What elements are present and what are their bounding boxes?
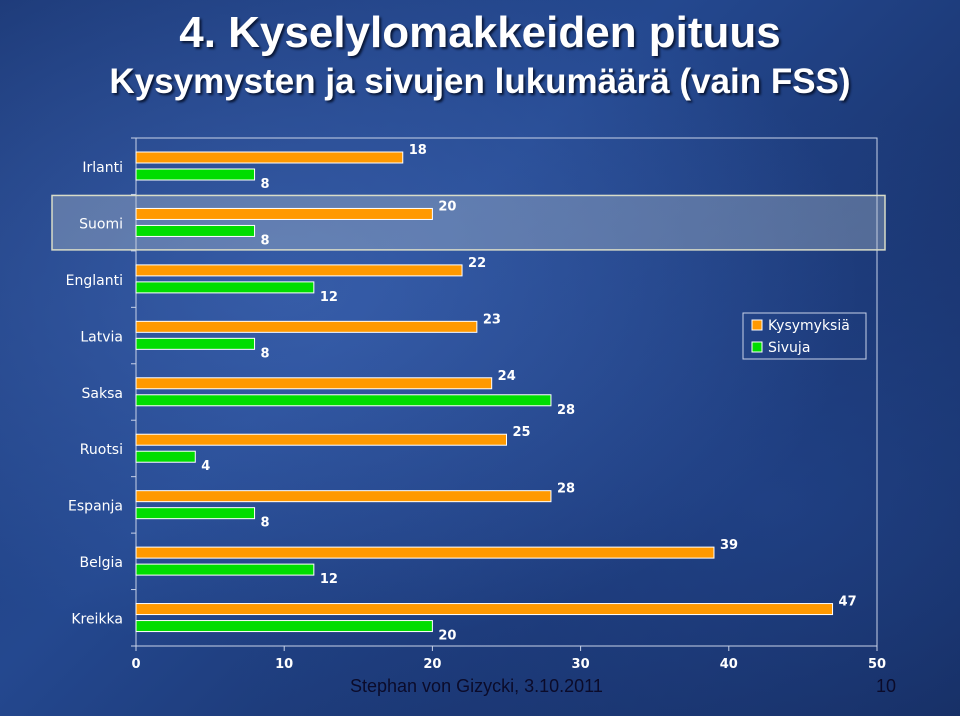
x-tick-label: 30 — [572, 657, 590, 672]
data-label-kysymyksia: 23 — [483, 312, 501, 327]
bar-kysymyksia — [135, 264, 463, 277]
x-tick-label: 20 — [423, 657, 441, 672]
category-label: Irlanti — [82, 160, 123, 176]
data-label-sivuja: 12 — [320, 290, 338, 305]
category-label: Latvia — [80, 329, 123, 345]
data-label-sivuja: 8 — [261, 516, 270, 531]
data-label-sivuja: 8 — [261, 177, 270, 192]
bar-kysymyksia — [135, 377, 493, 390]
x-tick-label: 40 — [720, 657, 738, 672]
bar-kysymyksia — [135, 151, 404, 164]
bar-sivuja — [135, 620, 433, 633]
bar-kysymyksia — [135, 433, 507, 446]
data-label-sivuja: 20 — [438, 629, 456, 644]
data-label-sivuja: 8 — [261, 233, 270, 248]
category-label: Kreikka — [71, 612, 123, 628]
page-number: 10 — [876, 676, 897, 696]
bar-sivuja — [135, 337, 256, 350]
data-label-sivuja: 8 — [261, 346, 270, 361]
data-label-sivuja: 28 — [557, 403, 575, 418]
legend-box — [742, 312, 867, 360]
x-tick-label: 10 — [275, 657, 293, 672]
bar-sivuja — [135, 394, 552, 407]
data-label-kysymyksia: 28 — [557, 482, 575, 497]
bar-sivuja — [135, 224, 256, 237]
bar-kysymyksia — [135, 320, 478, 333]
category-label: Espanja — [68, 499, 123, 515]
bar-sivuja — [135, 563, 315, 576]
legend-label: Kysymyksiä — [768, 318, 850, 334]
slide-title: 4. Kyselylomakkeiden pituus — [179, 8, 781, 57]
bar-kysymyksia — [135, 207, 433, 220]
plot-area — [135, 137, 878, 647]
legend-swatch — [751, 341, 763, 353]
data-label-kysymyksia: 22 — [468, 256, 486, 271]
bar-sivuja — [135, 281, 315, 294]
data-label-kysymyksia: 39 — [720, 538, 738, 553]
x-tick-label: 50 — [868, 657, 886, 672]
bar-sivuja — [135, 450, 196, 463]
category-label: Belgia — [80, 555, 123, 571]
bar-sivuja — [135, 507, 256, 520]
category-label: Suomi — [79, 216, 123, 232]
data-label-kysymyksia: 18 — [409, 143, 427, 158]
legend-label: Sivuja — [768, 340, 810, 356]
data-label-kysymyksia: 47 — [839, 595, 857, 610]
bar-kysymyksia — [135, 490, 552, 503]
highlight-box — [51, 194, 886, 251]
x-tick-label: 0 — [131, 657, 140, 672]
bar-sivuja — [135, 168, 256, 181]
footer-author: Stephan von Gizycki, 3.10.2011 — [350, 676, 603, 696]
category-label: Englanti — [66, 273, 123, 289]
slide-subtitle: Kysymysten ja sivujen lukumäärä (vain FS… — [109, 62, 851, 101]
bar-kysymyksia — [135, 603, 834, 616]
data-label-kysymyksia: 24 — [498, 369, 516, 384]
bar-kysymyksia — [135, 546, 715, 559]
data-label-kysymyksia: 20 — [438, 199, 456, 214]
category-label: Saksa — [82, 386, 123, 402]
data-label-sivuja: 12 — [320, 572, 338, 587]
data-label-sivuja: 4 — [201, 459, 210, 474]
data-label-kysymyksia: 25 — [513, 425, 531, 440]
legend-swatch — [751, 319, 763, 331]
category-label: Ruotsi — [80, 442, 123, 458]
